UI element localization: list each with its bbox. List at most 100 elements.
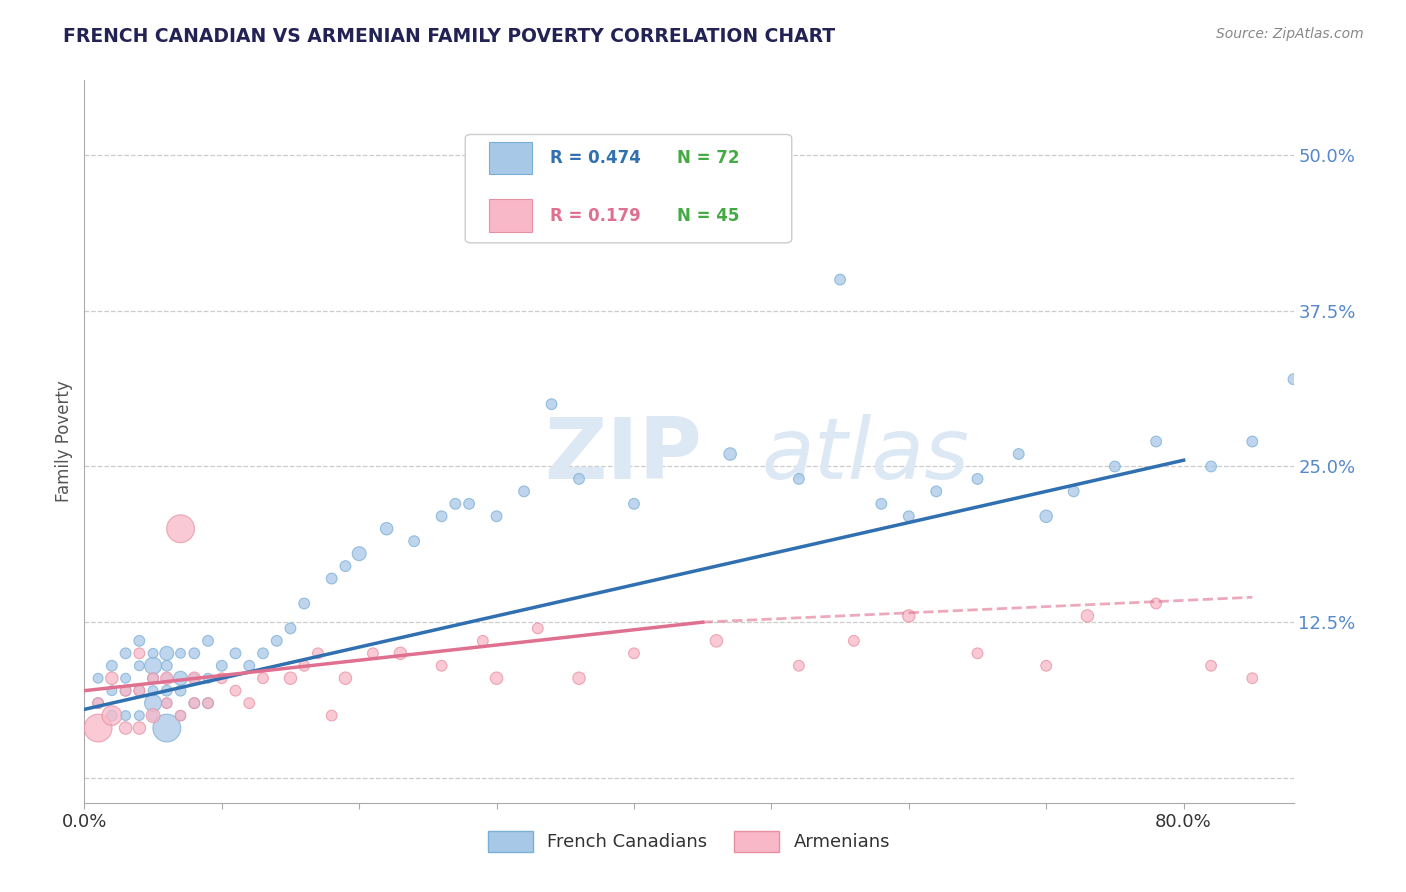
Point — [238, 696, 260, 710]
Point — [787, 658, 810, 673]
Point — [1241, 434, 1264, 449]
Point — [114, 721, 136, 735]
Point — [1351, 447, 1374, 461]
Point — [142, 646, 165, 660]
Point — [156, 646, 179, 660]
Point — [156, 721, 179, 735]
Text: R = 0.474: R = 0.474 — [550, 149, 641, 167]
Point — [169, 683, 191, 698]
Point — [142, 683, 165, 698]
Point — [280, 621, 302, 635]
Point — [389, 646, 412, 660]
Point — [252, 646, 274, 660]
Text: FRENCH CANADIAN VS ARMENIAN FAMILY POVERTY CORRELATION CHART: FRENCH CANADIAN VS ARMENIAN FAMILY POVER… — [63, 27, 835, 45]
Point — [87, 696, 110, 710]
Point — [1144, 434, 1167, 449]
Point — [1035, 509, 1057, 524]
Point — [142, 658, 165, 673]
Point — [347, 547, 370, 561]
Point — [1199, 658, 1222, 673]
Point — [335, 559, 357, 574]
Point — [1199, 459, 1222, 474]
Point — [128, 646, 150, 660]
FancyBboxPatch shape — [465, 135, 792, 243]
Point — [870, 497, 893, 511]
Point — [623, 497, 645, 511]
Point — [101, 708, 124, 723]
Point — [718, 447, 741, 461]
Point — [966, 472, 988, 486]
Point — [266, 633, 288, 648]
Point — [128, 683, 150, 698]
Point — [128, 721, 150, 735]
Bar — [489, 200, 531, 232]
Point — [114, 646, 136, 660]
Point — [197, 671, 219, 685]
Point — [169, 646, 191, 660]
Point — [183, 696, 205, 710]
Point — [321, 708, 343, 723]
Point — [568, 671, 591, 685]
Point — [527, 621, 550, 635]
Point — [183, 671, 205, 685]
Point — [114, 683, 136, 698]
Point — [169, 671, 191, 685]
Point — [842, 633, 865, 648]
Point — [897, 509, 920, 524]
Point — [925, 484, 948, 499]
Point — [128, 658, 150, 673]
Point — [156, 671, 179, 685]
Point — [128, 633, 150, 648]
Point — [142, 696, 165, 710]
Point — [225, 646, 247, 660]
Point — [87, 721, 110, 735]
Point — [114, 671, 136, 685]
Text: atlas: atlas — [762, 415, 970, 498]
Point — [361, 646, 384, 660]
Point — [430, 658, 453, 673]
Point — [1323, 472, 1346, 486]
Point — [114, 708, 136, 723]
Point — [211, 671, 233, 685]
Point — [540, 397, 562, 411]
Point — [787, 472, 810, 486]
Point — [156, 696, 179, 710]
Point — [335, 671, 357, 685]
Point — [252, 671, 274, 685]
Point — [966, 646, 988, 660]
Point — [307, 646, 329, 660]
Point — [128, 683, 150, 698]
Text: Source: ZipAtlas.com: Source: ZipAtlas.com — [1216, 27, 1364, 41]
Point — [1241, 671, 1264, 685]
Point — [375, 522, 398, 536]
Point — [321, 572, 343, 586]
Point — [404, 534, 426, 549]
Point — [830, 272, 852, 286]
Point — [280, 671, 302, 685]
Point — [197, 696, 219, 710]
Text: R = 0.179: R = 0.179 — [550, 207, 641, 225]
Point — [142, 708, 165, 723]
Point — [292, 597, 315, 611]
Point — [1104, 459, 1126, 474]
Point — [1035, 658, 1057, 673]
Point — [471, 633, 494, 648]
Point — [1008, 447, 1031, 461]
Point — [142, 671, 165, 685]
Point — [142, 708, 165, 723]
Point — [142, 671, 165, 685]
Point — [87, 696, 110, 710]
Point — [169, 708, 191, 723]
Point — [101, 658, 124, 673]
Text: N = 45: N = 45 — [676, 207, 740, 225]
Point — [114, 683, 136, 698]
Point — [458, 497, 481, 511]
Point — [897, 609, 920, 624]
Point — [430, 509, 453, 524]
Text: ZIP: ZIP — [544, 415, 702, 498]
Point — [225, 683, 247, 698]
Text: N = 72: N = 72 — [676, 149, 740, 167]
Legend: French Canadians, Armenians: French Canadians, Armenians — [481, 823, 897, 859]
Point — [101, 671, 124, 685]
Point — [706, 633, 728, 648]
